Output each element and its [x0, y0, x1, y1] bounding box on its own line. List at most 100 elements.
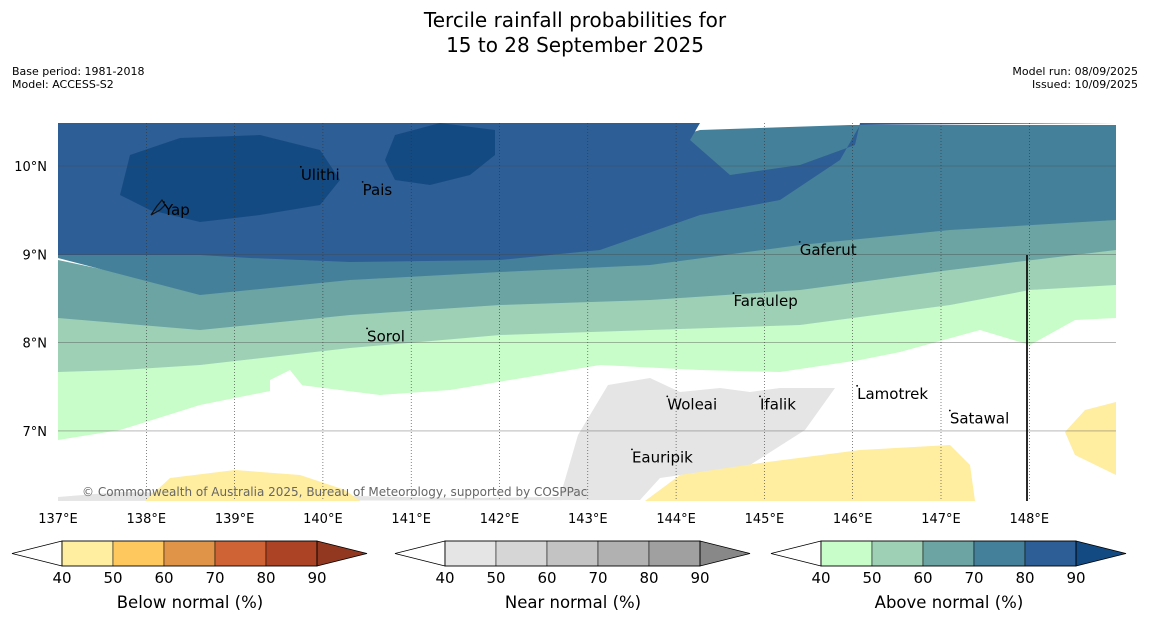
place-marker [948, 409, 951, 412]
colorbar-title-below: Below normal (%) [116, 593, 264, 612]
map-plot-area [58, 123, 1116, 501]
place-label-gaferut: Gaferut [800, 241, 857, 259]
colorbar-1: 40 50 60 70 80 90 [394, 540, 751, 587]
axis-labels: 137°E 138°E 139°E 140°E 141°E 142°E 143°E 144°E… [14, 160, 1049, 527]
colorbar-tick-label: 70 [588, 569, 607, 587]
place-label-faraulep: Faraulep [733, 292, 797, 310]
place-label-satawal: Satawal [950, 410, 1009, 428]
place-label-yap: Yap [163, 201, 190, 219]
place-label-pais: Pais [363, 181, 393, 199]
white-gap [270, 370, 310, 402]
colorbar-tick-label: 50 [103, 569, 122, 587]
lat-tick-label: 7°N [23, 425, 48, 440]
place-label-woleai: Woleai [667, 395, 717, 413]
colorbar-segment [973, 540, 1026, 567]
issued-label: Issued: 10/09/2025 [1031, 78, 1138, 91]
colorbar-segment [112, 540, 165, 567]
lon-tick-label: 143°E [568, 512, 608, 527]
lon-tick-label: 140°E [303, 512, 343, 527]
colorbar-tick-label: 50 [862, 569, 881, 587]
lon-tick-label: 148°E [1010, 512, 1050, 527]
place-marker [856, 384, 859, 387]
colorbar-title-near: Near normal (%) [504, 593, 642, 612]
lon-tick-label: 141°E [391, 512, 431, 527]
colorbar-segment [214, 540, 267, 567]
place-label-sorol: Sorol [367, 327, 405, 345]
colorbar-segment [546, 540, 599, 567]
place-marker [366, 327, 368, 330]
lon-tick-label: 144°E [656, 512, 696, 527]
lon-tick-label: 147°E [921, 512, 961, 527]
place-label-eauripik: Eauripik [632, 448, 693, 466]
colorbar-tick-label: 90 [1066, 569, 1085, 587]
colorbar-0: 40 50 60 70 80 90 [11, 540, 368, 587]
place-marker [759, 395, 761, 398]
colorbar-tick-label: 40 [435, 569, 454, 587]
base-period-label: Base period: 1981-2018 [12, 65, 145, 78]
title-line-2: 15 to 28 September 2025 [446, 33, 704, 57]
colorbar-min-extension [394, 540, 446, 567]
colorbar-tick-label: 60 [537, 569, 556, 587]
model-run-label: Model run: 08/09/2025 [1012, 65, 1138, 78]
colorbar-tick-label: 90 [307, 569, 326, 587]
colorbar-segment [163, 540, 216, 567]
place-label-ulithi: Ulithi [301, 166, 340, 184]
below-normal-region-south [645, 445, 975, 501]
graticule [58, 123, 1116, 501]
colorbar-max-extension [316, 540, 368, 567]
colorbar-segment [820, 540, 873, 567]
colorbar-title-above: Above normal (%) [874, 593, 1024, 612]
lon-tick-label: 137°E [38, 512, 78, 527]
place-marker [666, 395, 669, 398]
colorbar-tick-label: 60 [154, 569, 173, 587]
colorbar-segment [922, 540, 975, 567]
meta-left: Base period: 1981-2018 Model: ACCESS-S2 [12, 65, 144, 91]
colorbar-min-extension [11, 540, 63, 567]
colorbar-tick-label: 90 [690, 569, 709, 587]
place-marker [361, 180, 364, 183]
colorbar-segment [495, 540, 548, 567]
place-marker [631, 448, 633, 451]
model-label: Model: ACCESS-S2 [12, 78, 114, 91]
colorbar-tick-label: 60 [913, 569, 932, 587]
colorbar-tick-label: 80 [256, 569, 275, 587]
colorbar-segment [444, 540, 497, 567]
below-normal-region-east [1065, 402, 1116, 475]
colorbars: 40 50 60 70 80 90 40 50 60 70 80 90 40 50 60 70 80 90 [11, 540, 1127, 587]
place-labels: Yap Ulithi Pais Gaferut Faraulep Sorol Woleai I… [163, 166, 1009, 467]
lon-tick-label: 139°E [215, 512, 255, 527]
colorbar-tick-label: 80 [1015, 569, 1034, 587]
above-normal-50-60 [58, 245, 1116, 372]
place-marker [163, 201, 165, 204]
colorbar-tick-label: 80 [639, 569, 658, 587]
place-marker [798, 240, 801, 243]
colorbar-min-extension [770, 540, 822, 567]
below-normal-region-west [145, 470, 360, 501]
colorbar-tick-label: 50 [486, 569, 505, 587]
colorbar-tick-label: 70 [964, 569, 983, 587]
lon-tick-label: 138°E [127, 512, 167, 527]
colorbar-segment [61, 540, 114, 567]
near-normal-region [58, 378, 835, 501]
above-normal-90-plus-west [120, 135, 340, 222]
lat-tick-label: 9°N [23, 248, 48, 263]
colorbar-tick-label: 40 [52, 569, 71, 587]
title-line-1: Tercile rainfall probabilities for [423, 8, 727, 32]
above-normal-40-50 [58, 280, 1116, 440]
above-normal-60-70 [58, 215, 1116, 330]
colorbar-segment [1024, 540, 1077, 567]
lon-tick-label: 146°E [833, 512, 873, 527]
chart-title: Tercile rainfall probabilities for 15 to… [0, 8, 1150, 58]
copyright-notice: © Commonwealth of Australia 2025, Bureau… [82, 485, 587, 499]
colorbar-tick-label: 70 [205, 569, 224, 587]
colorbar-segment [597, 540, 650, 567]
colorbar-segment [648, 540, 701, 567]
meta-right: Model run: 08/09/2025 Issued: 10/09/2025 [1012, 65, 1138, 91]
lon-tick-label: 142°E [480, 512, 520, 527]
colorbar-max-extension [1075, 540, 1127, 567]
place-marker [732, 292, 735, 294]
above-normal-90-plus-north [385, 123, 495, 185]
place-label-lamotrek: Lamotrek [857, 385, 928, 403]
colorbar-max-extension [699, 540, 751, 567]
